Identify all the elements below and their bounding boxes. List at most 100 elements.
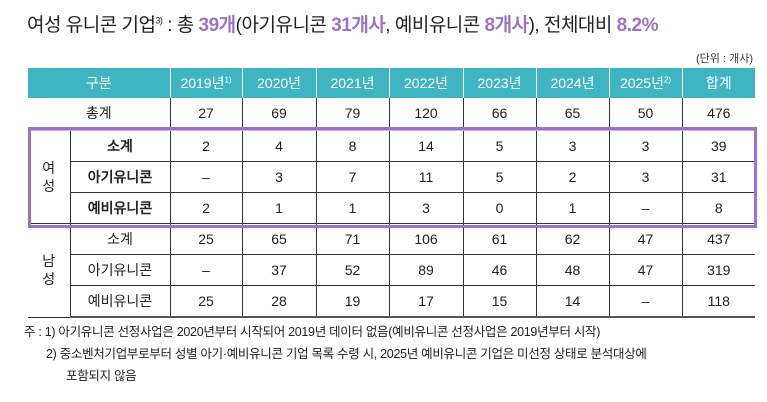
table-cell: 1 (241, 192, 317, 224)
table-cell: 3 (388, 192, 464, 224)
ratio-value: 8.2% (616, 15, 659, 36)
column-header: 2020년 (241, 68, 317, 98)
title-text: , 예비유니콘 (385, 15, 485, 36)
table-cell: 46 (462, 254, 537, 286)
table-cell: – (169, 161, 243, 193)
table-cell: 5 (462, 161, 537, 193)
table-cell: 25 (169, 223, 243, 255)
table-cell: 37 (241, 254, 317, 286)
table-cell: – (169, 254, 243, 286)
table-row: 예비유니콘 2 1 1 3 0 1–8 (28, 192, 756, 224)
footnotes: 주 : 1) 아기유니콘 선정사업은 2020년부터 시작되어 2019년 데이… (24, 321, 647, 387)
table-cell: 66 (462, 98, 537, 131)
table-cell: 8 (681, 192, 756, 224)
table-cell: 25 (169, 285, 243, 318)
unit-label: (단위 : 개사) (696, 53, 753, 65)
footnote-ref: 1) (224, 75, 232, 85)
column-header: 2019년1) (169, 68, 243, 98)
table-cell: 27 (169, 98, 243, 131)
column-header: 2023년 (462, 68, 537, 98)
table-cell: 52 (315, 254, 390, 286)
note-2: 2) 중소벤처기업부로부터 성별 아기·예비유니콘 기업 목록 수령 시, 20… (46, 347, 647, 361)
table-cell: 17 (388, 285, 464, 318)
row-label: 아기유니콘 (69, 161, 171, 193)
header-row: 구분 2019년1) 2020년 2021년 2022년 2023년 2024년 2025년2… (28, 68, 756, 98)
table-cell: 3 (608, 129, 683, 162)
table-cell: 5 (462, 129, 537, 162)
unicorn-table: 구분 2019년1) 2020년 2021년 2022년 2023년 2024년 2025년2… (28, 68, 756, 318)
column-header: 2025년2) (608, 68, 683, 98)
table-cell: 476 (681, 98, 756, 131)
table-cell: 47 (608, 223, 683, 255)
row-label: 소계 (69, 223, 171, 255)
table-cell: 1 (315, 192, 390, 224)
table-cell: 2 (169, 129, 243, 162)
row-label: 아기유니콘 (69, 254, 171, 286)
table-cell: 69 (241, 98, 317, 131)
table-cell: 89 (388, 254, 464, 286)
table-cell: 118 (681, 285, 756, 318)
table-cell: 65 (535, 98, 610, 131)
table-cell: – (608, 192, 683, 224)
row-label: 예비유니콘 (69, 285, 171, 318)
table-cell: 19 (315, 285, 390, 318)
table-row: 여 성 소계 2 4 8 14 5 3 3 39 (28, 129, 756, 224)
column-header: 2021년 (315, 68, 390, 98)
table-cell: 2 (535, 161, 610, 193)
footnote-ref: 2) (663, 75, 672, 85)
table-cell: 65 (241, 223, 317, 255)
title-text: 여성 유니콘 기업 (27, 15, 156, 36)
row-label: 총계 (28, 98, 171, 131)
table-cell: 15 (462, 285, 537, 318)
table-cell: 319 (681, 254, 756, 286)
total-count: 39개 (198, 15, 237, 36)
table-cell: 1 (535, 192, 610, 224)
row-label: 소계 (69, 129, 171, 162)
baby-unicorn-count: 31개사 (331, 15, 386, 36)
title-text: (아기유니콘 (235, 15, 332, 36)
table-row-total: 총계 27 69 79 120 66 65 50 476 (28, 98, 756, 131)
table-cell: 7 (315, 161, 390, 193)
table-cell: 106 (388, 223, 464, 255)
title-text: : 총 (162, 15, 199, 36)
table-cell: 3 (241, 161, 317, 193)
table-row: 아기유니콘 –3 7 11 5 2 3 31 (28, 161, 756, 193)
table-row: 남 성 소계 25 65 71 106 61 62 47 437 (28, 223, 756, 318)
table-cell: 61 (462, 223, 537, 255)
table-cell: 2 (169, 192, 243, 224)
page-title: 여성 유니콘 기업3) : 총 39개(아기유니콘 31개사, 예비유니콘 8개… (27, 10, 658, 37)
table-cell: 48 (535, 254, 610, 286)
footnote-ref: 3) (155, 15, 163, 26)
row-label: 예비유니콘 (69, 192, 171, 224)
column-header: 구분 (28, 68, 171, 98)
table-cell: 14 (388, 129, 464, 162)
table-cell: 50 (608, 98, 683, 131)
table-cell: 14 (535, 285, 610, 318)
table-cell: 39 (681, 129, 756, 162)
table-cell: 4 (241, 129, 317, 162)
column-header: 2022년 (388, 68, 464, 98)
table-cell: 11 (388, 161, 464, 193)
table-cell: 8 (315, 129, 390, 162)
table-cell: 28 (241, 285, 317, 318)
table-cell: 79 (315, 98, 390, 131)
note-2-cont: 포함되지 않음 (66, 369, 137, 383)
column-header: 합계 (681, 68, 756, 98)
table-row: 예비유니콘 25 28 19 17 15 14–118 (28, 285, 756, 318)
column-header: 2024년 (535, 68, 610, 98)
pre-unicorn-count: 8개사 (484, 15, 530, 36)
table-cell: 437 (681, 223, 756, 255)
title-text: ), 전체대비 (528, 15, 617, 36)
table-cell: 0 (462, 192, 537, 224)
table-cell: 31 (681, 161, 756, 193)
table-cell: 47 (608, 254, 683, 286)
table-row: 아기유니콘 –37 52 89 46 48 47 319 (28, 254, 756, 286)
table-cell: 62 (535, 223, 610, 255)
table-cell: 71 (315, 223, 390, 255)
table-cell: 120 (388, 98, 464, 131)
table-cell: 3 (535, 129, 610, 162)
table-cell: 3 (608, 161, 683, 193)
note-1: 주 : 1) 아기유니콘 선정사업은 2020년부터 시작되어 2019년 데이… (24, 325, 601, 339)
